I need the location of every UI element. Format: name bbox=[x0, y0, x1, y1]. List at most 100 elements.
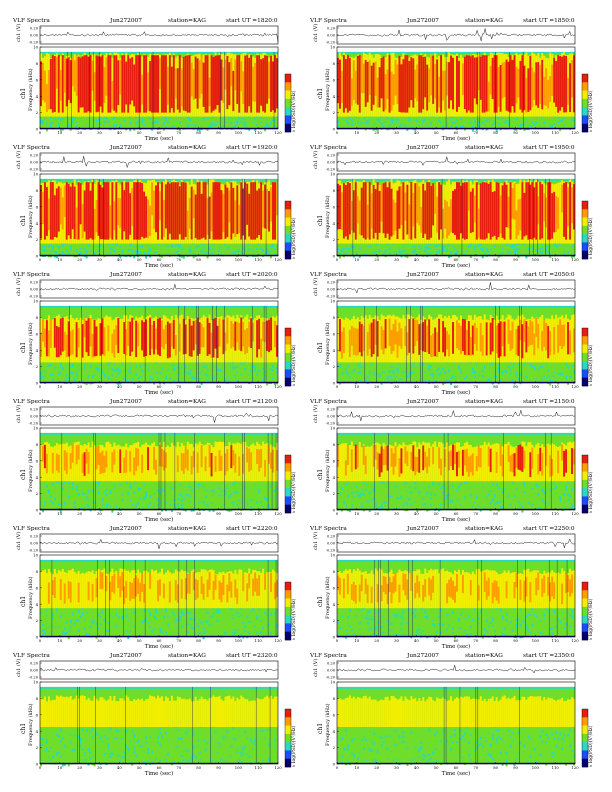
spectrogram-cell bbox=[424, 246, 427, 249]
spectrogram-cell bbox=[63, 116, 66, 119]
spectrogram-cell bbox=[571, 60, 574, 98]
spectrogram-cell bbox=[200, 123, 203, 126]
spectrogram-cell bbox=[55, 56, 58, 89]
spectrogram-cell bbox=[372, 124, 375, 127]
spectrogram-cell bbox=[547, 182, 550, 240]
colorbar-segment bbox=[582, 328, 588, 337]
spectrogram-cell bbox=[563, 247, 566, 251]
spectrogram-cell bbox=[402, 59, 405, 113]
spectrogram-cell bbox=[218, 372, 221, 376]
spectrogram-cell bbox=[85, 251, 88, 254]
spectrogram-cell bbox=[350, 123, 353, 126]
spectrogram-cell bbox=[573, 119, 575, 121]
colorbar-min-label: -8 bbox=[589, 256, 592, 260]
spectrogram-cell bbox=[123, 369, 126, 372]
time-axis-label: Time (sec) bbox=[145, 262, 174, 269]
spectrogram-cell bbox=[392, 243, 395, 246]
spectrogram-cell bbox=[159, 126, 161, 129]
panel-start-time: start UT =2050:0 bbox=[523, 272, 575, 278]
spectrogram-cell bbox=[276, 245, 278, 248]
spectrogram-cell bbox=[51, 319, 54, 363]
spectrogram-cell bbox=[547, 125, 550, 127]
spectrogram-cell bbox=[461, 63, 464, 95]
spectrogram-cell bbox=[497, 370, 500, 373]
spectrogram-cell bbox=[396, 118, 399, 121]
spectrogram-cell bbox=[105, 117, 108, 120]
spectrogram-cell bbox=[240, 125, 243, 129]
spectrogram-cell bbox=[170, 367, 173, 371]
spectrogram-cell bbox=[475, 327, 478, 351]
spectrogram-cell bbox=[463, 251, 466, 254]
spectrogram-cell bbox=[268, 369, 271, 372]
spectrogram-cell bbox=[436, 119, 439, 122]
spectrogram-cell bbox=[412, 250, 415, 253]
spectrogram-cell bbox=[424, 379, 427, 383]
spectrogram-cell bbox=[43, 444, 46, 469]
spectrogram-cell bbox=[81, 492, 84, 495]
spectrogram-cell bbox=[69, 186, 72, 239]
spectrogram-cell bbox=[368, 245, 371, 248]
spectrogram-cell bbox=[444, 327, 447, 357]
spectrogram-cell bbox=[551, 315, 554, 363]
spectrogram-cell bbox=[428, 379, 431, 382]
spectrogram-cell bbox=[57, 480, 60, 483]
spectrogram-cell bbox=[509, 250, 512, 252]
panel-svg: VLF Spectra Jun272007 station=KAG start UT … bbox=[12, 145, 297, 269]
spectrogram-cell bbox=[172, 367, 175, 371]
spectrogram-cell bbox=[174, 244, 177, 247]
spectrogram-cell bbox=[525, 370, 528, 373]
spectrogram-cell bbox=[77, 365, 80, 367]
spectrogram-cell bbox=[214, 55, 217, 110]
spectrogram-cell bbox=[392, 372, 395, 375]
spectrogram-cell bbox=[543, 126, 546, 129]
spectrogram-cell bbox=[168, 369, 171, 371]
spectrogram-cell bbox=[434, 243, 437, 245]
spectrogram-panel: VLF Spectra Jun272007 station=KAG start UT … bbox=[8, 268, 298, 396]
spectrogram-cell bbox=[208, 322, 211, 355]
spectrogram-cell bbox=[182, 246, 185, 250]
spectrogram-cell bbox=[398, 253, 401, 255]
spectrogram-cell bbox=[483, 124, 486, 127]
spectrogram-cell bbox=[182, 255, 185, 259]
spectrogram-cell bbox=[77, 328, 80, 348]
spectrogram-cell bbox=[539, 247, 542, 251]
spectrogram-cell bbox=[481, 116, 484, 118]
spectrogram-cell bbox=[51, 121, 54, 124]
spectrogram-cell bbox=[348, 371, 351, 374]
spectrogram-cell bbox=[569, 330, 572, 355]
spectrogram-cell bbox=[404, 119, 407, 121]
spectrogram-cell bbox=[151, 127, 154, 131]
time-tick-label: 80 bbox=[493, 130, 498, 135]
spectrogram-cell bbox=[342, 327, 345, 353]
spectrogram-cell bbox=[250, 55, 253, 113]
spectrogram-cell bbox=[378, 319, 381, 363]
spectrogram-cell bbox=[420, 376, 423, 378]
spectrogram-cell bbox=[529, 125, 532, 128]
spectrogram-cell bbox=[194, 125, 197, 128]
freq-tick-label: 6 bbox=[333, 204, 336, 209]
spectrogram-cell bbox=[446, 243, 449, 245]
spectrogram-cell bbox=[529, 55, 532, 111]
spectrogram-cell bbox=[119, 366, 122, 369]
spectrogram-cell bbox=[214, 371, 217, 374]
spectrogram-cell bbox=[485, 55, 488, 112]
spectrogram-cell bbox=[83, 364, 86, 366]
spectrogram-cell bbox=[208, 77, 211, 107]
spectrogram-cell bbox=[553, 326, 556, 355]
spectrogram-cell bbox=[180, 182, 183, 240]
spectrogram-cell bbox=[75, 488, 78, 491]
colorbar-segment bbox=[582, 234, 588, 243]
voltage-trace bbox=[336, 28, 576, 41]
spectrogram-cell bbox=[111, 333, 114, 354]
spectrogram-cell bbox=[252, 365, 255, 368]
spectrogram-cell bbox=[567, 77, 570, 105]
spectrogram-cell bbox=[63, 125, 66, 129]
spectrogram-cell bbox=[340, 250, 343, 253]
spectrogram-cell bbox=[264, 374, 267, 378]
spectrogram-cell bbox=[380, 380, 383, 383]
spectrogram-cell bbox=[485, 182, 488, 239]
spectrogram-cell bbox=[362, 375, 365, 378]
spectrogram-cell bbox=[459, 371, 462, 374]
spectrogram-cell bbox=[374, 128, 377, 131]
time-tick-label: 120 bbox=[571, 130, 579, 135]
